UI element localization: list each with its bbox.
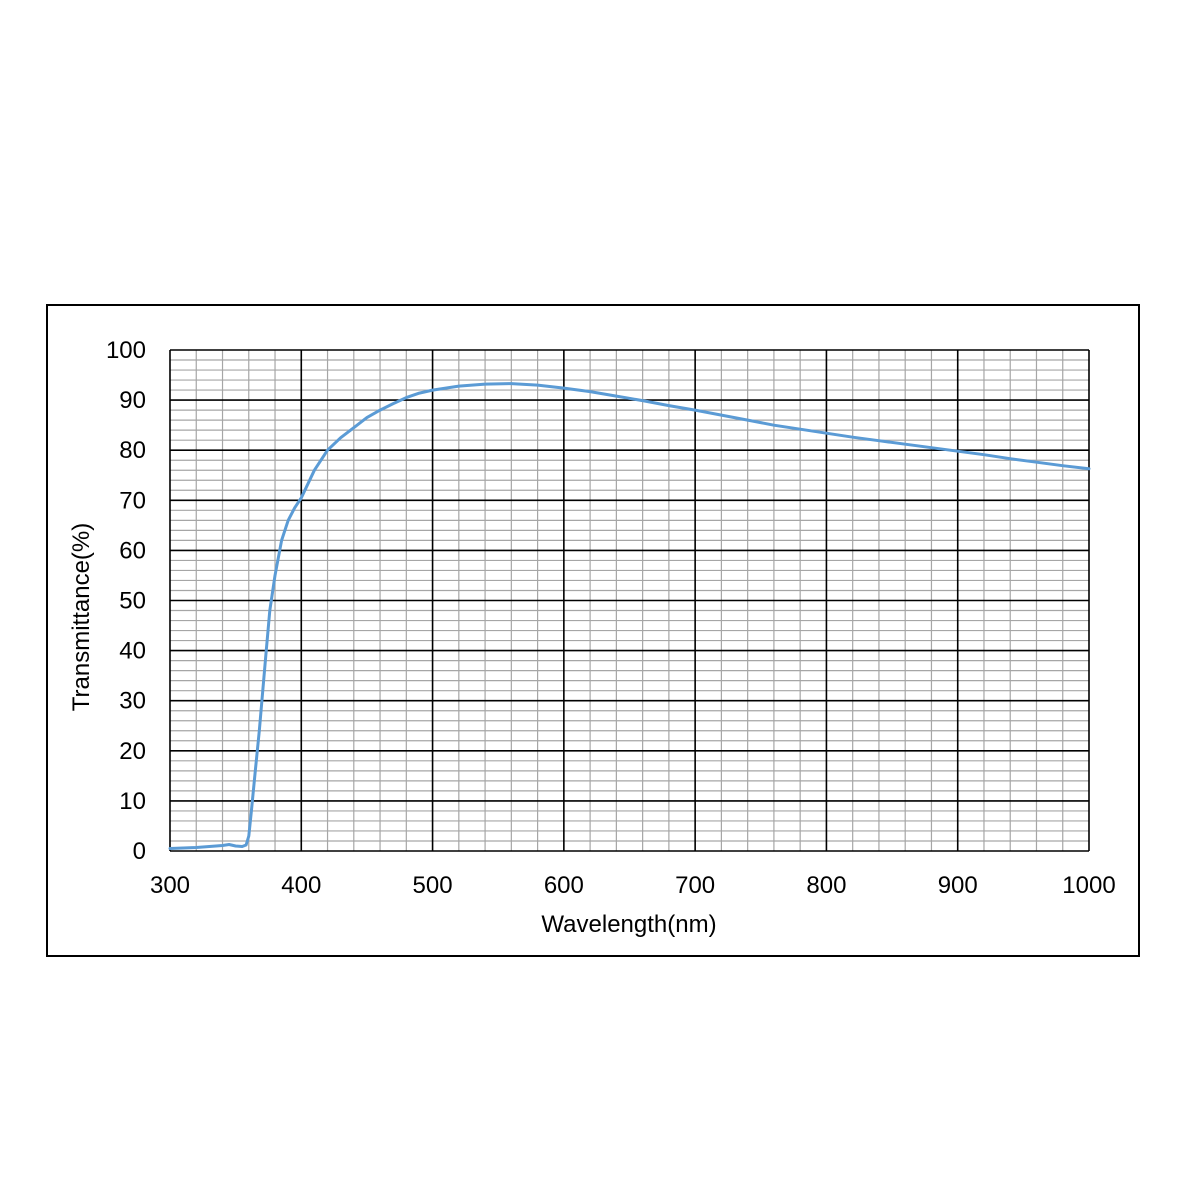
y-tick-label: 100 (106, 337, 146, 364)
y-axis-tick-labels: 0 10 20 30 40 50 60 70 80 90 100 (106, 337, 146, 865)
y-tick-label: 90 (119, 387, 146, 414)
x-tick-label: 900 (938, 872, 978, 899)
x-axis-tick-labels: 300 400 500 600 700 800 900 1000 (150, 872, 1116, 899)
x-tick-label: 500 (413, 872, 453, 899)
x-tick-label: 700 (675, 872, 715, 899)
x-tick-label: 1000 (1062, 872, 1115, 899)
y-tick-label: 80 (119, 437, 146, 464)
y-tick-label: 40 (119, 638, 146, 665)
y-tick-label: 20 (119, 738, 146, 765)
minor-gridlines (170, 350, 1089, 851)
x-tick-label: 600 (544, 872, 584, 899)
y-axis-title: Transmittance(%) (68, 523, 95, 711)
x-tick-label: 300 (150, 872, 190, 899)
y-tick-label: 70 (119, 487, 146, 514)
y-tick-label: 10 (119, 788, 146, 815)
x-axis-title: Wavelength(nm) (541, 911, 716, 938)
y-tick-label: 60 (119, 537, 146, 564)
x-tick-label: 400 (281, 872, 321, 899)
y-tick-label: 0 (133, 838, 146, 865)
transmittance-series-line (168, 382, 1091, 850)
series-layer (168, 382, 1091, 850)
x-tick-label: 800 (806, 872, 846, 899)
major-gridlines (169, 349, 1090, 852)
y-tick-label: 50 (119, 588, 146, 615)
y-tick-label: 30 (119, 688, 146, 715)
